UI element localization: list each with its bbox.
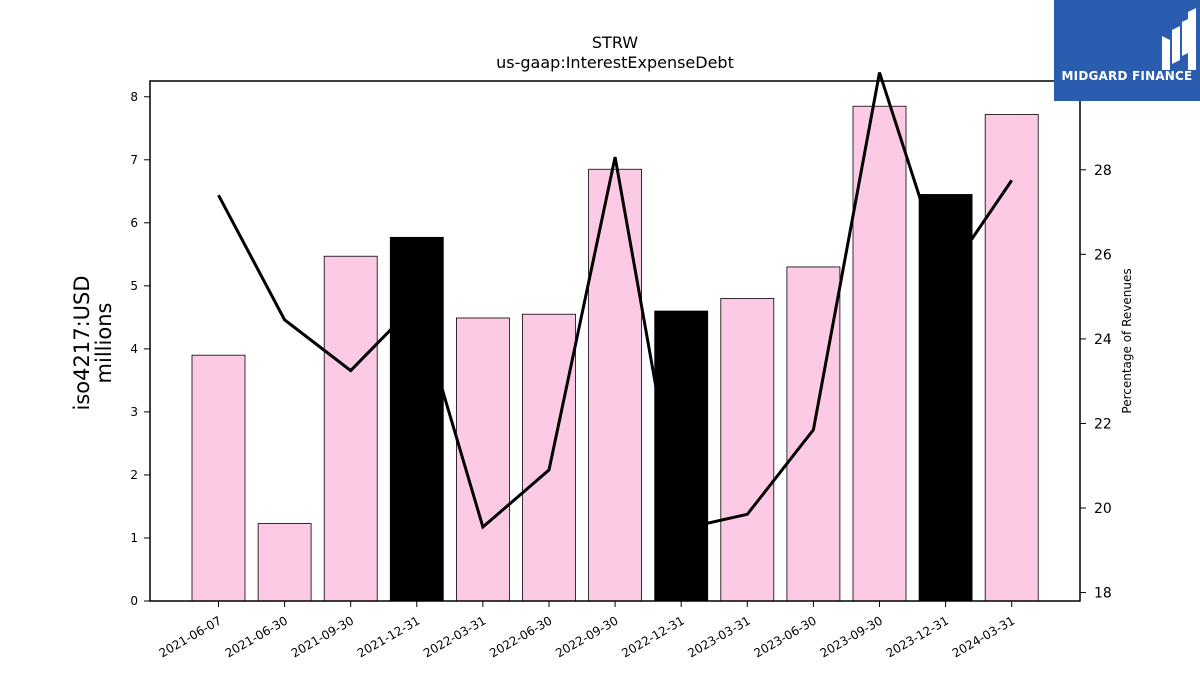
bar	[654, 310, 709, 602]
x-tick-label: 2021-06-07	[157, 613, 224, 660]
bar	[852, 105, 907, 602]
x-tick-label: 2021-12-31	[355, 613, 422, 660]
left-tick-label: 7	[130, 153, 138, 167]
bar	[522, 313, 576, 602]
left-axis-label: iso4217:USDmillions	[70, 275, 116, 410]
brand-logo: MIDGARD FINANCE	[1054, 0, 1200, 101]
right-axis-ticks: 18 20 22 24 26 28	[1080, 163, 1112, 602]
percentage-line	[217, 72, 1013, 531]
logo-mark-icon	[1162, 8, 1196, 70]
chart-title: STRW	[592, 33, 638, 52]
left-tick-label: 2	[130, 468, 138, 482]
left-tick-label: 4	[130, 342, 138, 356]
left-tick-label: 0	[130, 594, 138, 608]
x-tick-label: 2024-03-31	[950, 613, 1017, 660]
left-tick-label: 8	[130, 90, 138, 104]
bar	[455, 317, 510, 602]
right-tick-label: 24	[1094, 332, 1112, 348]
logo-text: MIDGARD FINANCE	[1061, 69, 1193, 83]
bar	[984, 114, 1039, 602]
x-tick-label: 2022-09-30	[553, 613, 620, 660]
chart-subtitle: us-gaap:InterestExpenseDebt	[496, 53, 734, 72]
right-tick-label: 18	[1094, 586, 1112, 602]
right-tick-label: 20	[1094, 501, 1112, 517]
bar	[720, 298, 775, 602]
x-axis-ticks: 2021-06-072021-06-302021-09-302021-12-31…	[157, 601, 1017, 660]
x-tick-label: 2023-03-31	[685, 613, 752, 660]
bar	[323, 255, 378, 602]
plot-frame	[149, 80, 1081, 602]
bar	[918, 194, 973, 602]
line-series	[217, 72, 1013, 531]
bar	[786, 266, 841, 602]
right-tick-label: 26	[1094, 247, 1112, 263]
x-tick-label: 2021-09-30	[289, 613, 356, 660]
x-tick-label: 2021-06-30	[223, 613, 290, 660]
x-tick-label: 2023-09-30	[818, 613, 885, 660]
x-tick-label: 2022-12-31	[619, 613, 686, 660]
right-axis-label: Percentage of Revenues	[1120, 268, 1134, 413]
left-tick-label: 1	[130, 531, 138, 545]
x-tick-label: 2023-06-30	[751, 613, 818, 660]
bar	[191, 354, 246, 602]
x-tick-label: 2023-12-31	[884, 613, 951, 660]
left-tick-label: 6	[130, 216, 138, 230]
left-tick-label: 3	[130, 405, 138, 419]
left-axis-ticks: 0 1 2 3 4 5 6 7 8	[130, 90, 150, 608]
bar	[588, 168, 642, 602]
bar-series	[191, 105, 1039, 602]
x-tick-label: 2022-06-30	[487, 613, 554, 660]
right-tick-label: 28	[1094, 163, 1112, 179]
x-tick-label: 2022-03-31	[421, 613, 488, 660]
bar	[389, 236, 444, 602]
bar	[257, 523, 312, 602]
right-tick-label: 22	[1094, 416, 1112, 432]
left-tick-label: 5	[130, 279, 138, 293]
